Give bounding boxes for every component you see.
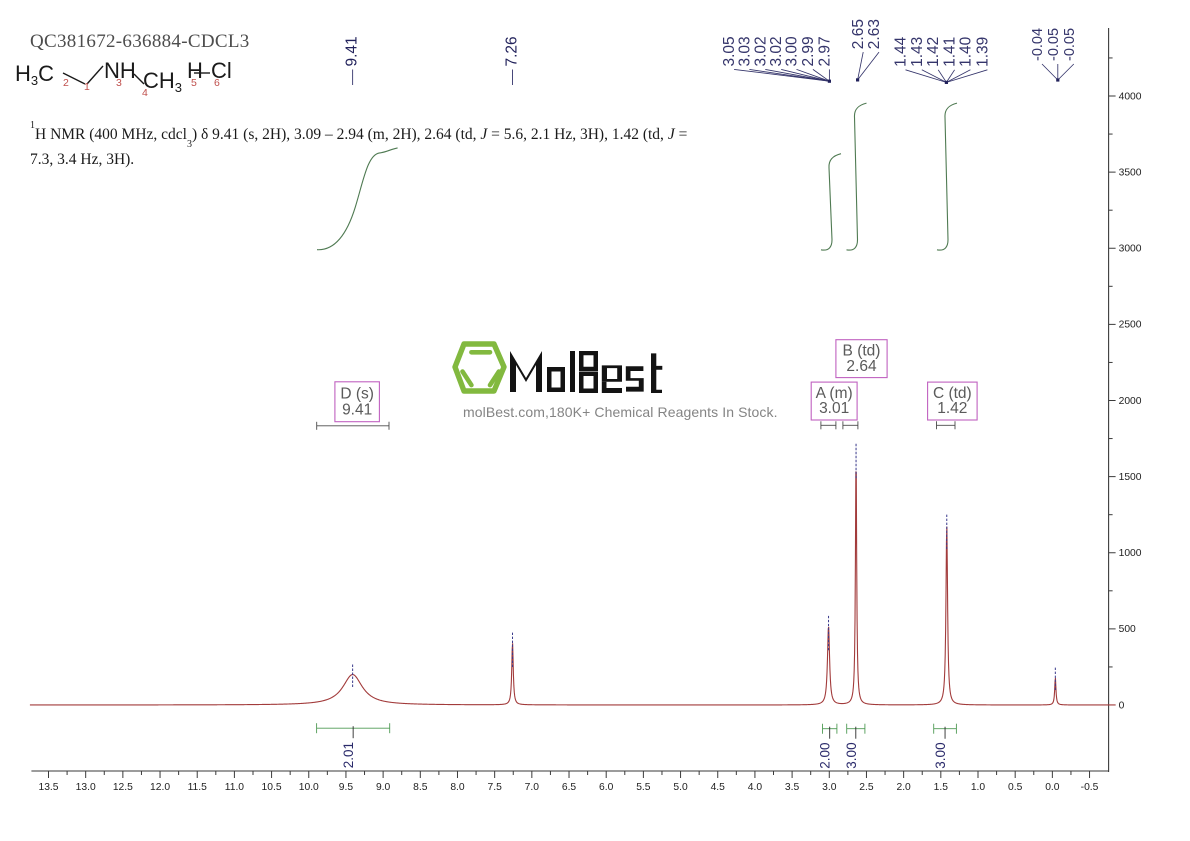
svg-text:3.00: 3.00	[933, 742, 948, 768]
svg-text:3000: 3000	[1119, 244, 1142, 255]
svg-text:7.26: 7.26	[504, 36, 521, 66]
svg-text:13.0: 13.0	[76, 782, 96, 793]
svg-text:2: 2	[63, 77, 69, 89]
svg-text:1.42: 1.42	[925, 37, 942, 67]
svg-text:12.0: 12.0	[150, 782, 170, 793]
svg-text:4: 4	[142, 87, 148, 99]
svg-text:5.0: 5.0	[673, 782, 688, 793]
svg-text:-0.04: -0.04	[1030, 28, 1046, 61]
svg-text:D (s): D (s)	[340, 386, 374, 403]
svg-text:2.63: 2.63	[866, 19, 883, 49]
svg-text:12.5: 12.5	[113, 782, 133, 793]
svg-text:1.41: 1.41	[942, 37, 959, 67]
svg-text:9.5: 9.5	[339, 782, 354, 793]
svg-text:0.0: 0.0	[1045, 782, 1060, 793]
svg-text:1.5: 1.5	[934, 782, 949, 793]
svg-text:1.43: 1.43	[909, 37, 926, 67]
svg-text:H3C: H3C	[15, 61, 54, 88]
svg-text:4.0: 4.0	[748, 782, 763, 793]
svg-text:2.01: 2.01	[341, 742, 356, 768]
svg-text:3.03: 3.03	[736, 36, 753, 66]
svg-text:1.44: 1.44	[893, 36, 910, 67]
svg-text:2.0: 2.0	[896, 782, 911, 793]
svg-text:3.01: 3.01	[819, 400, 849, 417]
svg-text:1: 1	[84, 81, 90, 93]
svg-text:3.5: 3.5	[785, 782, 800, 793]
svg-text:3.0: 3.0	[822, 782, 837, 793]
svg-text:6.0: 6.0	[599, 782, 614, 793]
svg-text:8.5: 8.5	[413, 782, 428, 793]
svg-text:5.5: 5.5	[636, 782, 651, 793]
svg-text:CH3: CH3	[143, 68, 182, 95]
svg-text:3: 3	[116, 77, 122, 89]
svg-text:0: 0	[1119, 700, 1125, 711]
svg-text:3.00: 3.00	[844, 742, 859, 768]
svg-text:1.42: 1.42	[937, 400, 967, 417]
svg-text:3.02: 3.02	[752, 36, 769, 66]
svg-text:1.40: 1.40	[957, 36, 974, 67]
svg-text:9.41: 9.41	[342, 402, 372, 419]
svg-text:13.5: 13.5	[38, 782, 58, 793]
svg-text:1000: 1000	[1119, 548, 1142, 559]
svg-text:5: 5	[191, 77, 197, 89]
svg-text:2.64: 2.64	[846, 358, 877, 375]
svg-text:4000: 4000	[1119, 91, 1142, 102]
svg-text:9.0: 9.0	[376, 782, 391, 793]
svg-text:500: 500	[1119, 624, 1136, 635]
svg-text:-0.05: -0.05	[1062, 28, 1078, 61]
svg-text:2.5: 2.5	[859, 782, 874, 793]
svg-text:4.5: 4.5	[711, 782, 726, 793]
svg-text:2000: 2000	[1119, 396, 1142, 407]
svg-text:2.97: 2.97	[816, 36, 833, 66]
svg-text:3500: 3500	[1119, 167, 1142, 178]
svg-text:1.39: 1.39	[974, 37, 991, 67]
svg-text:10.5: 10.5	[262, 782, 282, 793]
svg-text:11.5: 11.5	[188, 782, 208, 793]
svg-text:8.0: 8.0	[450, 782, 465, 793]
svg-text:2500: 2500	[1119, 320, 1142, 331]
svg-text:11.0: 11.0	[225, 782, 245, 793]
svg-text:2.00: 2.00	[818, 742, 833, 768]
svg-text:2.99: 2.99	[800, 36, 817, 66]
svg-text:9.41: 9.41	[344, 36, 361, 66]
svg-text:-0.5: -0.5	[1081, 782, 1099, 793]
svg-text:7.5: 7.5	[487, 782, 502, 793]
svg-text:2.65: 2.65	[850, 19, 867, 49]
svg-text:0.5: 0.5	[1008, 782, 1023, 793]
svg-text:6.5: 6.5	[562, 782, 577, 793]
svg-text:7.0: 7.0	[525, 782, 540, 793]
svg-text:3.00: 3.00	[784, 36, 801, 67]
svg-text:1.0: 1.0	[971, 782, 986, 793]
svg-text:-0.05: -0.05	[1046, 28, 1062, 61]
svg-text:6: 6	[214, 77, 220, 89]
svg-text:1500: 1500	[1119, 472, 1142, 483]
svg-text:10.0: 10.0	[299, 782, 319, 793]
